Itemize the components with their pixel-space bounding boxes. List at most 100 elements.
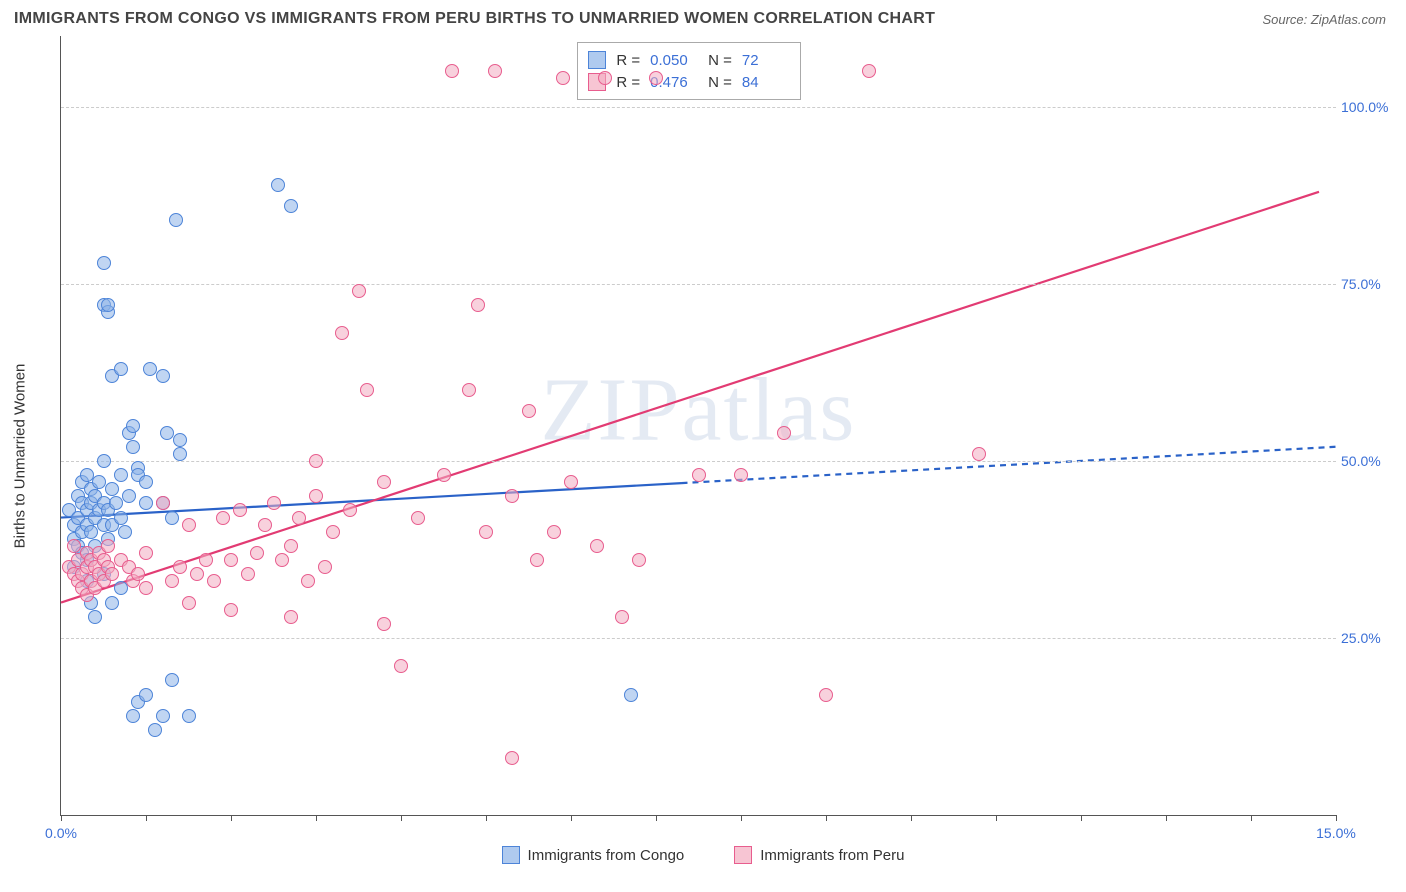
stats-box: R = 0.050 N = 72 R = 0.476 N = 84 bbox=[577, 42, 801, 100]
data-point bbox=[394, 659, 408, 673]
x-minor-tick bbox=[1166, 815, 1167, 821]
data-point bbox=[190, 567, 204, 581]
y-axis-label: Births to Unmarried Women bbox=[12, 364, 29, 549]
x-tick-label: 0.0% bbox=[45, 825, 77, 841]
stat-r-value: 0.050 bbox=[650, 52, 698, 69]
data-point bbox=[216, 511, 230, 525]
data-point bbox=[118, 525, 132, 539]
x-minor-tick bbox=[486, 815, 487, 821]
data-point bbox=[267, 496, 281, 510]
data-point bbox=[556, 71, 570, 85]
x-minor-tick bbox=[61, 815, 62, 821]
data-point bbox=[114, 362, 128, 376]
data-point bbox=[335, 326, 349, 340]
data-point bbox=[271, 178, 285, 192]
x-minor-tick bbox=[231, 815, 232, 821]
data-point bbox=[777, 426, 791, 440]
data-point bbox=[326, 525, 340, 539]
data-point bbox=[547, 525, 561, 539]
gridline-h bbox=[61, 284, 1336, 285]
data-point bbox=[165, 511, 179, 525]
data-point bbox=[411, 511, 425, 525]
data-point bbox=[139, 496, 153, 510]
x-tick-label: 15.0% bbox=[1316, 825, 1356, 841]
data-point bbox=[309, 489, 323, 503]
x-minor-tick bbox=[996, 815, 997, 821]
legend-item: Immigrants from Peru bbox=[734, 846, 904, 864]
x-minor-tick bbox=[401, 815, 402, 821]
chart-title: IMMIGRANTS FROM CONGO VS IMMIGRANTS FROM… bbox=[14, 10, 935, 28]
data-point bbox=[615, 610, 629, 624]
stat-r-label: R = bbox=[616, 74, 640, 91]
data-point bbox=[114, 511, 128, 525]
x-minor-tick bbox=[911, 815, 912, 821]
x-minor-tick bbox=[741, 815, 742, 821]
data-point bbox=[972, 447, 986, 461]
data-point bbox=[173, 433, 187, 447]
data-point bbox=[471, 298, 485, 312]
data-point bbox=[318, 560, 332, 574]
x-minor-tick bbox=[826, 815, 827, 821]
data-point bbox=[632, 553, 646, 567]
data-point bbox=[462, 383, 476, 397]
data-point bbox=[84, 525, 98, 539]
data-point bbox=[165, 673, 179, 687]
data-point bbox=[126, 709, 140, 723]
data-point bbox=[479, 525, 493, 539]
data-point bbox=[156, 369, 170, 383]
data-point bbox=[156, 709, 170, 723]
data-point bbox=[564, 475, 578, 489]
data-point bbox=[343, 503, 357, 517]
data-point bbox=[182, 518, 196, 532]
data-point bbox=[114, 468, 128, 482]
data-point bbox=[301, 574, 315, 588]
data-point bbox=[505, 751, 519, 765]
data-point bbox=[156, 496, 170, 510]
data-point bbox=[101, 539, 115, 553]
data-point bbox=[126, 419, 140, 433]
data-point bbox=[284, 539, 298, 553]
data-point bbox=[530, 553, 544, 567]
data-point bbox=[862, 64, 876, 78]
stat-row: R = 0.476 N = 84 bbox=[588, 71, 790, 93]
chart-area: Births to Unmarried Women ZIPatlas R = 0… bbox=[0, 36, 1406, 876]
y-tick-label: 100.0% bbox=[1341, 99, 1396, 115]
data-point bbox=[105, 596, 119, 610]
data-point bbox=[139, 546, 153, 560]
x-minor-tick bbox=[1081, 815, 1082, 821]
data-point bbox=[105, 482, 119, 496]
data-point bbox=[207, 574, 221, 588]
gridline-h bbox=[61, 638, 1336, 639]
data-point bbox=[241, 567, 255, 581]
data-point bbox=[488, 64, 502, 78]
legend-label: Immigrants from Peru bbox=[760, 847, 904, 864]
stat-n-value: 72 bbox=[742, 52, 790, 69]
data-point bbox=[437, 468, 451, 482]
x-minor-tick bbox=[1336, 815, 1337, 821]
legend-label: Immigrants from Congo bbox=[528, 847, 685, 864]
data-point bbox=[173, 560, 187, 574]
data-point bbox=[734, 468, 748, 482]
data-point bbox=[590, 539, 604, 553]
data-point bbox=[105, 567, 119, 581]
data-point bbox=[139, 475, 153, 489]
data-point bbox=[258, 518, 272, 532]
data-point bbox=[352, 284, 366, 298]
data-point bbox=[275, 553, 289, 567]
data-point bbox=[250, 546, 264, 560]
data-point bbox=[169, 213, 183, 227]
x-minor-tick bbox=[316, 815, 317, 821]
data-point bbox=[131, 567, 145, 581]
x-minor-tick bbox=[571, 815, 572, 821]
legend-item: Immigrants from Congo bbox=[502, 846, 685, 864]
gridline-h bbox=[61, 461, 1336, 462]
y-tick-label: 75.0% bbox=[1341, 276, 1396, 292]
data-point bbox=[126, 440, 140, 454]
data-point bbox=[109, 496, 123, 510]
data-point bbox=[97, 454, 111, 468]
data-point bbox=[819, 688, 833, 702]
data-point bbox=[445, 64, 459, 78]
data-point bbox=[360, 383, 374, 397]
x-minor-tick bbox=[656, 815, 657, 821]
source-label: Source: ZipAtlas.com bbox=[1262, 12, 1386, 27]
